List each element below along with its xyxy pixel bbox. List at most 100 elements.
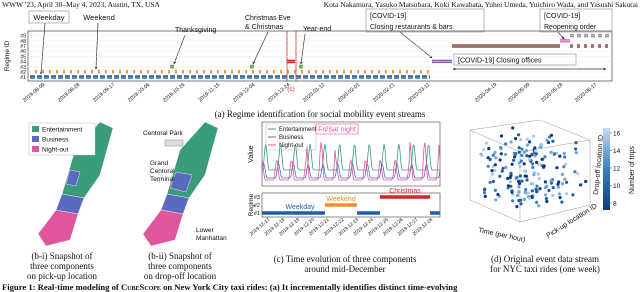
scatter-point [525, 137, 529, 141]
scatter-point [522, 197, 527, 201]
scatter-point [488, 157, 492, 162]
scatter-point [551, 186, 555, 190]
scatter-point [540, 157, 544, 161]
annotation: Christmas Eve [245, 15, 291, 22]
x-tick-label: 2020-02-01 [337, 82, 361, 104]
caption: around mid-December [304, 264, 385, 274]
scatter-point [558, 195, 562, 200]
caption: (c) Time evolution of three components [274, 254, 417, 264]
scatter-point [558, 154, 562, 158]
colorbar [603, 128, 610, 210]
scatter-point [522, 162, 526, 166]
scatter-point [486, 164, 490, 168]
scatter-point [547, 188, 551, 193]
scatter-point [519, 159, 524, 163]
scatter-point [516, 193, 520, 197]
scatter-point [517, 133, 521, 137]
scatter-point [574, 141, 578, 145]
annotation: Year-end [303, 26, 331, 33]
scatter-point [494, 198, 498, 202]
colorbar-tick-label: 16 [613, 131, 621, 138]
scatter-point [543, 155, 547, 159]
scatter-point [537, 204, 541, 208]
scatter-point [561, 182, 565, 186]
map-dropoff [142, 121, 219, 247]
legend-swatch [32, 146, 39, 152]
x-tick-label: 2019-10-26 [162, 82, 186, 104]
regime-label: Weekday [285, 204, 315, 211]
caption: three components [148, 261, 212, 271]
scatter-point [510, 190, 514, 194]
scatter-point [562, 151, 566, 155]
legend-box [28, 122, 96, 156]
scatter-points [479, 126, 588, 209]
caption: (a) Regime identification for social mob… [215, 109, 426, 119]
scatter-point [535, 184, 539, 188]
y-tick-label: #2 [20, 70, 26, 76]
legend-label: Night-out [42, 147, 69, 154]
scatter-point [560, 172, 565, 176]
cube-frame [469, 119, 591, 223]
plot-frame [261, 192, 441, 218]
scatter-point [518, 164, 522, 169]
scatter-point [498, 174, 502, 178]
scatter-point [539, 145, 543, 150]
scatter-point [533, 149, 538, 153]
scatter-point [530, 152, 534, 157]
annotation: [COVID-19] [370, 13, 406, 20]
scatter-point [528, 140, 532, 144]
scatter-point [487, 147, 491, 151]
scatter-point [538, 187, 542, 191]
scatter-point [501, 166, 505, 170]
scatter-point [524, 174, 529, 178]
scatter-point [520, 153, 524, 157]
y-tick-label: #9 [20, 34, 26, 40]
scatter-point [551, 193, 555, 197]
scatter-point [517, 181, 522, 186]
colorbar-label: Number of trips [629, 146, 636, 194]
scatter-point [520, 147, 524, 151]
annotation: Weekend [83, 13, 115, 22]
scatter-point [517, 190, 521, 194]
x-tick-label: 2019-09-17 [92, 82, 116, 104]
scatter-point [517, 185, 521, 189]
scatter-point [493, 188, 497, 192]
scatter-point [520, 179, 524, 183]
x-tick-label: 2020-03-11 [407, 82, 431, 103]
scatter-point [519, 137, 523, 142]
scatter-point [531, 165, 535, 169]
scatter-point [488, 180, 492, 184]
scatter-point [517, 146, 521, 150]
scatter-point [523, 190, 527, 194]
axis-label: Time (per hour) [478, 227, 526, 244]
scatter-point [517, 150, 521, 154]
scatter-point [545, 199, 549, 204]
y-axis-label: Regime [248, 193, 255, 216]
scatter-point [522, 150, 527, 154]
map-pickup [37, 121, 114, 247]
scatter-point [523, 169, 527, 173]
legend-swatch [32, 136, 39, 142]
scatter-point [493, 168, 497, 172]
regime-label: Christmas [389, 188, 421, 195]
scatter-point [509, 184, 513, 188]
scatter-point [490, 172, 494, 176]
x-tick-label: 2019-08-28 [57, 82, 81, 104]
scatter-point [564, 162, 568, 166]
plot-frame [27, 30, 613, 82]
scatter-point [515, 205, 519, 209]
regime-label: Weekend [326, 196, 356, 203]
scatter-point [540, 143, 544, 147]
scatter-point [509, 171, 513, 175]
map-label: Manhattan [196, 235, 227, 242]
scatter-point [504, 142, 508, 146]
scatter-point [556, 185, 560, 189]
scatter-point [574, 151, 578, 155]
scatter-point [483, 194, 487, 198]
scatter-point [584, 179, 588, 184]
x-tick-label: 2020-04-19 [474, 82, 498, 104]
scatter-point [490, 169, 494, 173]
map-label: Centoral [150, 168, 175, 175]
legend-label: Entertainment [279, 127, 317, 133]
annotation-box [365, 8, 485, 33]
